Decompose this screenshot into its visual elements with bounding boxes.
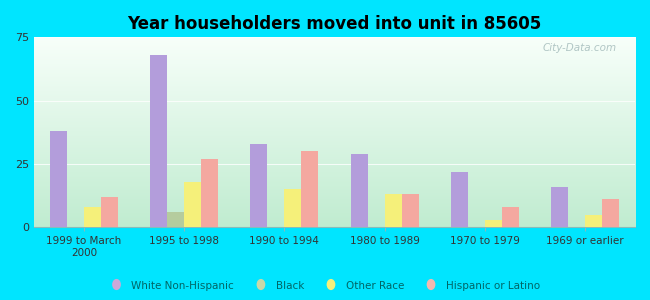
Bar (167, 212, 184, 227)
Bar (350, 154, 367, 227)
Bar (585, 215, 602, 227)
Bar (402, 194, 419, 227)
Bar (250, 144, 267, 227)
Bar (485, 220, 502, 227)
Bar (202, 159, 218, 227)
Bar (50, 131, 67, 227)
Title: Year householders moved into unit in 85605: Year householders moved into unit in 856… (127, 15, 541, 33)
Bar (502, 207, 519, 227)
Bar (285, 189, 302, 227)
Bar (450, 172, 468, 227)
Bar (184, 182, 202, 227)
Bar (385, 194, 402, 227)
Bar (101, 197, 118, 227)
Bar (302, 152, 318, 227)
Text: City-Data.com: City-Data.com (543, 43, 617, 53)
Bar (602, 200, 619, 227)
Bar (551, 187, 568, 227)
Legend: White Non-Hispanic, Black, Other Race, Hispanic or Latino: White Non-Hispanic, Black, Other Race, H… (106, 276, 544, 295)
Bar (150, 55, 167, 227)
Bar (84, 207, 101, 227)
